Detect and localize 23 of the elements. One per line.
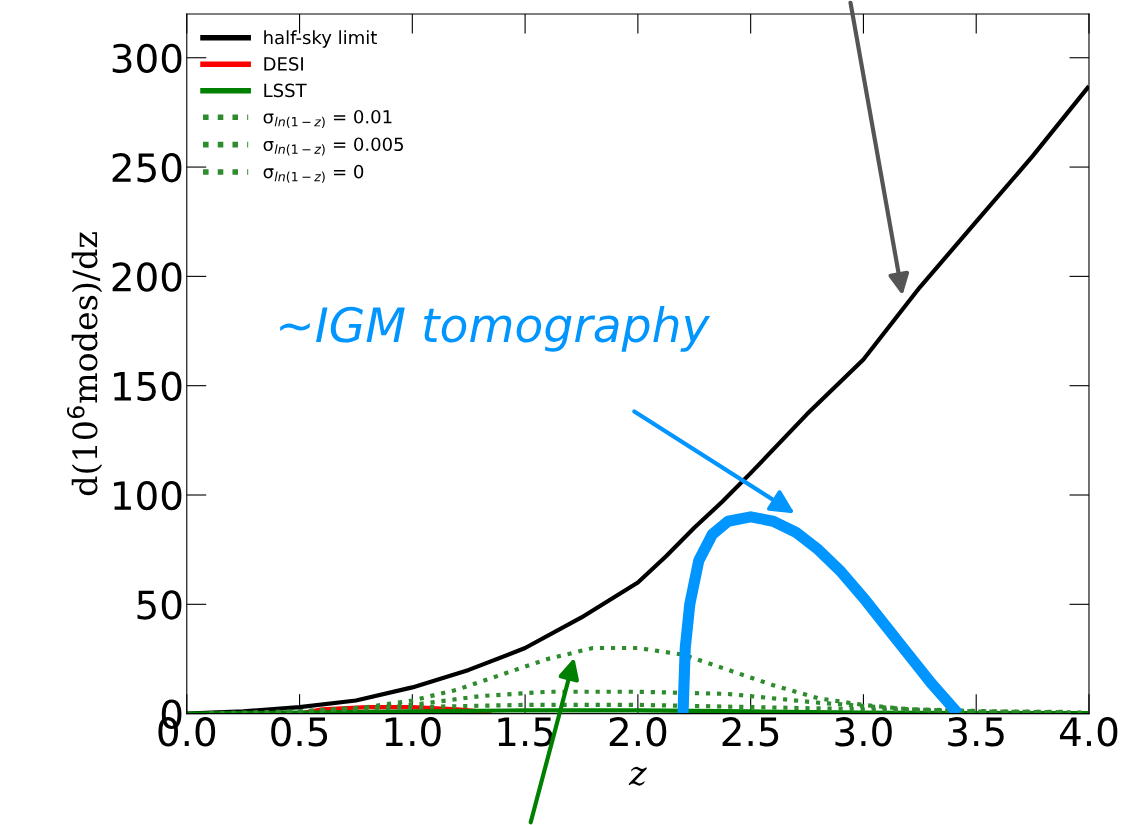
x-tick-label: 1.5 [498,717,553,747]
legend-label: DESI [264,57,303,71]
x-tick-label: 2.0 [609,717,667,747]
x-tick-label: 0.5 [271,717,328,747]
legend-label: σ$_{ln(1−z)}$ = 0.01 [263,109,392,128]
x-axis-title: z [628,766,647,786]
legend-label: σ$_{ln(1−z)}$ = 0.005 [263,137,404,156]
x-tick-label: 3.5 [948,717,1004,747]
y-tick-label: 300 [112,43,182,74]
x-tick-label: 2.5 [722,717,779,747]
y-axis-title: d(10$^{6}$modes)/dz [66,232,103,496]
legend-label: σ$_{ln(1−z)}$ = 0 [263,164,364,183]
x-tick-label: 4.0 [1059,717,1118,747]
x-tick-label: 1.0 [385,717,441,747]
legend-label: half-sky limit [264,30,377,48]
y-tick-label: 100 [114,480,182,511]
annotation: ~IGM tomography [280,305,711,352]
y-tick-label: 150 [114,371,182,402]
y-tick-label: 250 [112,152,182,183]
y-tick-label: 200 [112,262,182,292]
x-tick-label: 3.0 [835,717,892,747]
legend-label: LSST [264,83,307,98]
y-tick-label: 50 [137,590,182,620]
